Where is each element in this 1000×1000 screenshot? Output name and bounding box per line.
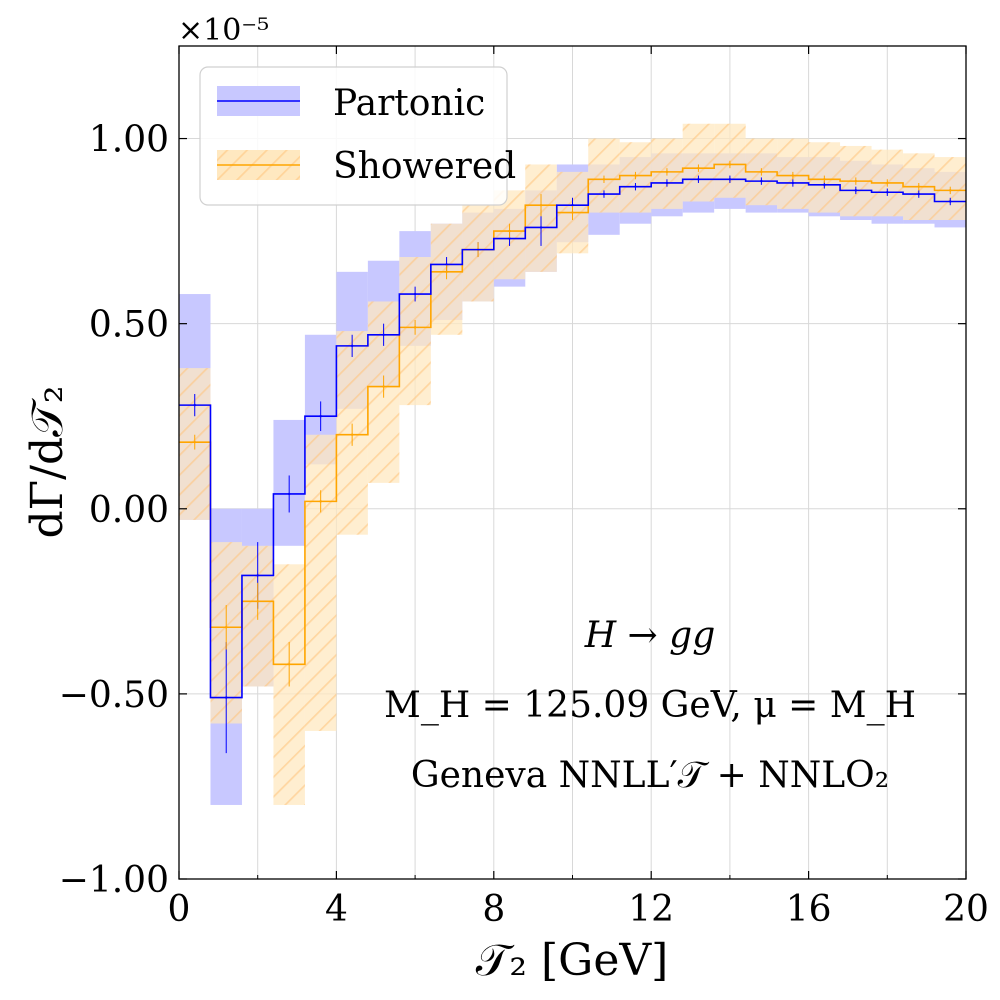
band-bin-hatch [682, 123, 715, 202]
legend-showered-label: Showered [333, 146, 516, 187]
y-axis-label: dΓ/d𝒯₂ [22, 385, 73, 538]
y-tick-label: 0.00 [89, 490, 169, 531]
x-tick-label: 20 [943, 889, 989, 930]
partonic-series-line [179, 178, 966, 699]
y-scale-label: ×10⁻⁵ [178, 13, 269, 48]
x-tick-label: 0 [168, 889, 191, 930]
annotation-geneva: Geneva NNLL′𝒯 + NNLO₂ [411, 755, 889, 796]
annotation-process: H → gg [584, 615, 716, 656]
y-tick-label: −1.00 [59, 860, 169, 901]
x-tick-label: 12 [628, 889, 674, 930]
y-tick-label: 0.50 [89, 305, 169, 346]
showered-series-line [179, 163, 966, 666]
x-axis-label: 𝒯₂ [GeV] [476, 935, 669, 986]
plot-area [179, 123, 966, 805]
x-tick-label: 8 [482, 889, 505, 930]
annotation-mass: M_H = 125.09 GeV, μ = M_H [384, 685, 916, 726]
y-tick-label: 1.00 [89, 120, 169, 161]
band-bin-hatch [304, 434, 337, 731]
legend-partonic-label: Partonic [333, 83, 485, 124]
axis-ticks: 0 4 8 12 16 20 −1.00 −0.50 0.00 0.50 1.00 [59, 46, 989, 930]
y-tick-label: −0.50 [59, 675, 169, 716]
x-tick-label: 4 [325, 889, 348, 930]
x-tick-label: 16 [786, 889, 832, 930]
legend: Partonic Showered [199, 66, 516, 206]
